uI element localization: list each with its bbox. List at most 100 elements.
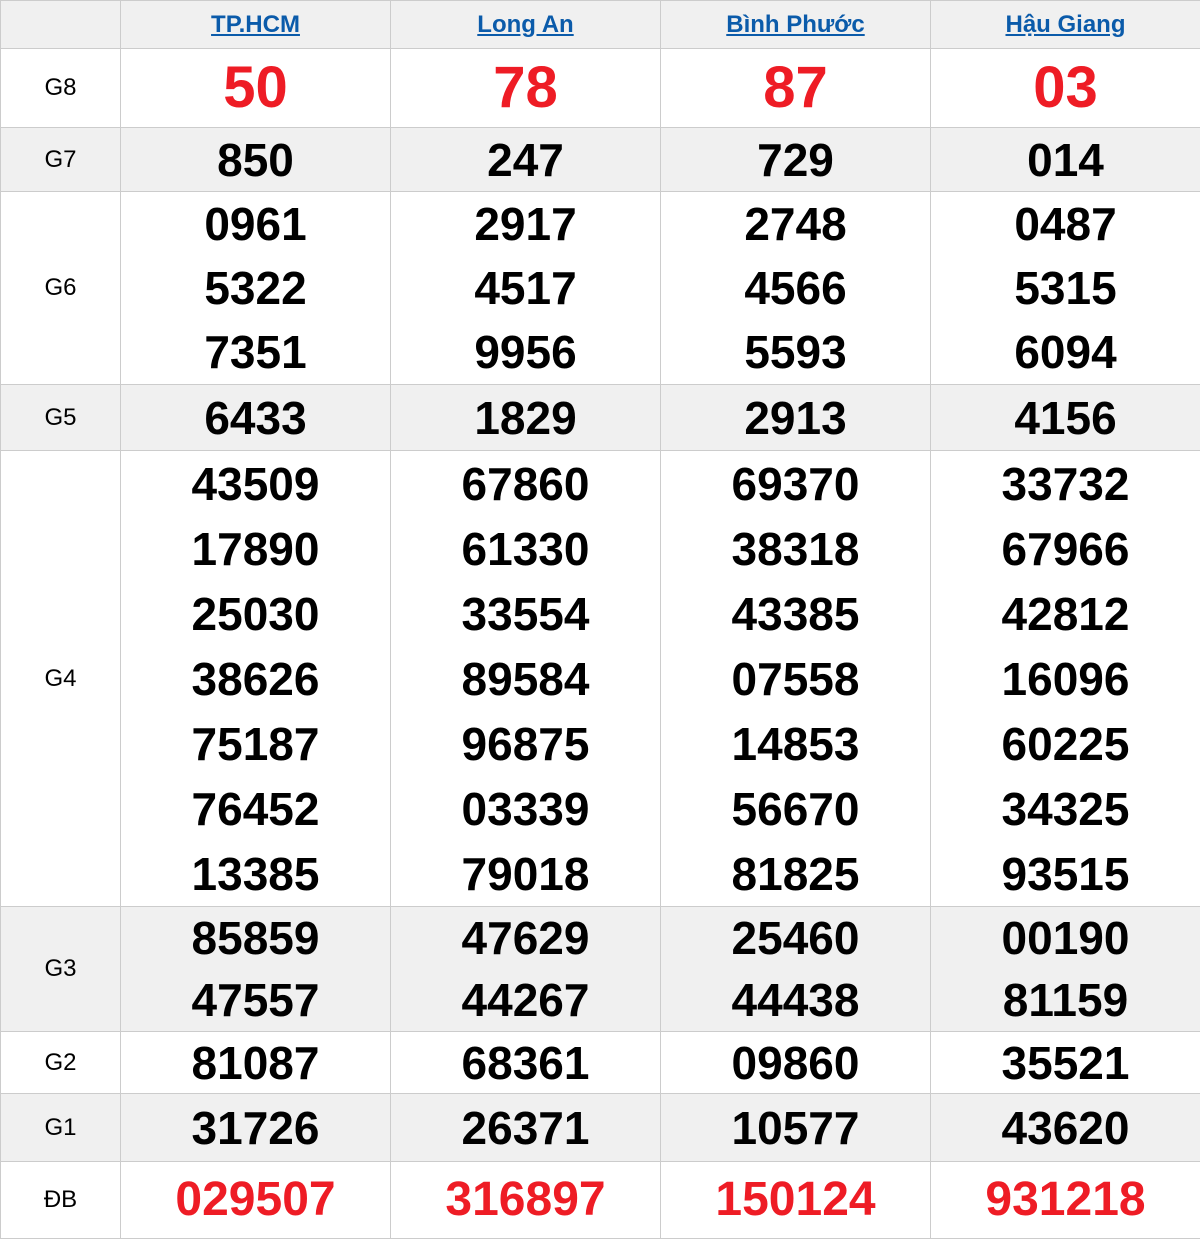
prize-label-g7: G7 (1, 128, 121, 192)
result-cell-g8-longan: 78 (391, 49, 661, 128)
result-number-g4-longan-3: 89584 (391, 646, 660, 711)
result-cell-g7-tphcm: 850 (121, 128, 391, 192)
prize-label-g4: G4 (1, 451, 121, 907)
result-cell-db-tphcm: 029507 (121, 1162, 391, 1239)
result-number-g4-haugiang-5: 34325 (931, 776, 1200, 841)
column-header-longan: Long An (391, 1, 661, 49)
prize-label-g8: G8 (1, 49, 121, 128)
result-number-g5-haugiang-0: 4156 (931, 395, 1200, 441)
column-header-haugiang: Hậu Giang (931, 1, 1200, 49)
result-number-g4-binhphuoc-1: 38318 (661, 516, 930, 581)
result-cell-g7-binhphuoc: 729 (661, 128, 931, 192)
result-number-db-longan-0: 316897 (391, 1176, 660, 1224)
result-number-g4-haugiang-1: 67966 (931, 516, 1200, 581)
prize-label-g2: G2 (1, 1032, 121, 1094)
result-number-g7-binhphuoc-0: 729 (661, 137, 930, 183)
result-number-g4-binhphuoc-0: 69370 (661, 451, 930, 516)
result-number-g3-longan-1: 44267 (391, 969, 660, 1031)
result-number-g5-tphcm-0: 6433 (121, 395, 390, 441)
result-number-g3-binhphuoc-1: 44438 (661, 969, 930, 1031)
result-number-g5-longan-0: 1829 (391, 395, 660, 441)
result-cell-g1-tphcm: 31726 (121, 1094, 391, 1162)
result-number-g4-haugiang-0: 33732 (931, 451, 1200, 516)
province-link-longan[interactable]: Long An (477, 11, 573, 38)
result-number-g1-haugiang-0: 43620 (931, 1105, 1200, 1151)
result-number-g7-haugiang-0: 014 (931, 137, 1200, 183)
province-link-haugiang[interactable]: Hậu Giang (1005, 11, 1125, 38)
result-number-g4-haugiang-3: 16096 (931, 646, 1200, 711)
result-number-g4-tphcm-6: 13385 (121, 841, 390, 906)
result-number-g8-longan-0: 78 (391, 59, 660, 117)
result-number-g6-tphcm-1: 5322 (121, 256, 390, 320)
result-cell-g2-longan: 68361 (391, 1032, 661, 1094)
result-number-g3-haugiang-1: 81159 (931, 969, 1200, 1031)
result-number-g4-longan-1: 61330 (391, 516, 660, 581)
result-cell-db-binhphuoc: 150124 (661, 1162, 931, 1239)
result-number-g7-tphcm-0: 850 (121, 137, 390, 183)
result-number-g4-haugiang-2: 42812 (931, 581, 1200, 646)
result-cell-g2-binhphuoc: 09860 (661, 1032, 931, 1094)
result-number-g6-binhphuoc-1: 4566 (661, 256, 930, 320)
result-number-db-binhphuoc-0: 150124 (661, 1176, 930, 1224)
result-number-g6-longan-2: 9956 (391, 320, 660, 384)
result-number-g6-haugiang-1: 5315 (931, 256, 1200, 320)
result-cell-g7-longan: 247 (391, 128, 661, 192)
result-number-g6-haugiang-0: 0487 (931, 192, 1200, 256)
result-cell-g1-longan: 26371 (391, 1094, 661, 1162)
result-number-g2-longan-0: 68361 (391, 1040, 660, 1086)
result-number-g4-tphcm-3: 38626 (121, 646, 390, 711)
result-number-g4-binhphuoc-6: 81825 (661, 841, 930, 906)
result-cell-g8-tphcm: 50 (121, 49, 391, 128)
header-row: TP.HCM Long An Bình Phước Hậu Giang (1, 1, 1200, 49)
result-number-g4-binhphuoc-2: 43385 (661, 581, 930, 646)
result-number-g3-haugiang-0: 00190 (931, 907, 1200, 969)
result-number-g6-haugiang-2: 6094 (931, 320, 1200, 384)
result-number-db-tphcm-0: 029507 (121, 1176, 390, 1224)
result-number-g4-tphcm-2: 25030 (121, 581, 390, 646)
result-number-g3-tphcm-0: 85859 (121, 907, 390, 969)
result-number-g1-binhphuoc-0: 10577 (661, 1105, 930, 1151)
province-link-binhphuoc[interactable]: Bình Phước (726, 11, 864, 38)
result-cell-g1-haugiang: 43620 (931, 1094, 1200, 1162)
result-cell-db-haugiang: 931218 (931, 1162, 1200, 1239)
column-header-tphcm: TP.HCM (121, 1, 391, 49)
result-number-g8-binhphuoc-0: 87 (661, 59, 930, 117)
result-cell-g2-tphcm: 81087 (121, 1032, 391, 1094)
result-number-g8-haugiang-0: 03 (931, 59, 1200, 117)
result-cell-g1-binhphuoc: 10577 (661, 1094, 931, 1162)
result-cell-db-longan: 316897 (391, 1162, 661, 1239)
result-number-g3-binhphuoc-0: 25460 (661, 907, 930, 969)
result-cell-g2-haugiang: 35521 (931, 1032, 1200, 1094)
prize-label-g6: G6 (1, 192, 121, 385)
result-cell-g8-haugiang: 03 (931, 49, 1200, 128)
result-number-g3-tphcm-1: 47557 (121, 969, 390, 1031)
result-cell-g7-haugiang: 014 (931, 128, 1200, 192)
prize-label-g1: G1 (1, 1094, 121, 1162)
prize-label-g5: G5 (1, 385, 121, 451)
result-number-g4-longan-2: 33554 (391, 581, 660, 646)
result-number-g4-haugiang-6: 93515 (931, 841, 1200, 906)
result-number-g7-longan-0: 247 (391, 137, 660, 183)
result-number-g4-tphcm-5: 76452 (121, 776, 390, 841)
prize-label-db: ĐB (1, 1162, 121, 1239)
result-number-g6-binhphuoc-2: 5593 (661, 320, 930, 384)
result-cell-g5-tphcm: 6433 (121, 385, 391, 451)
result-number-g6-longan-0: 2917 (391, 192, 660, 256)
province-link-tphcm[interactable]: TP.HCM (211, 11, 300, 38)
result-number-g4-binhphuoc-3: 07558 (661, 646, 930, 711)
result-number-g2-tphcm-0: 81087 (121, 1040, 390, 1086)
